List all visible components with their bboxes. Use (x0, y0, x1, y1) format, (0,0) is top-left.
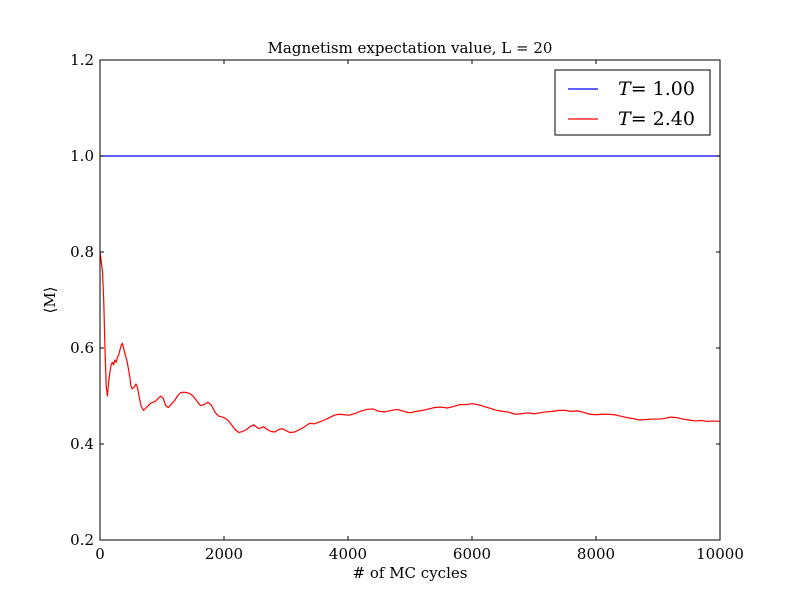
legend-value: = 2.40 (631, 108, 695, 130)
y-tick-label: 0.2 (70, 531, 94, 549)
y-tick-label: 0.6 (70, 339, 94, 357)
y-tick-label: 0.4 (70, 435, 94, 453)
series-line-t-2-40 (99, 251, 721, 434)
legend-value: = 1.00 (631, 78, 695, 100)
chart-title: Magnetism expectation value, L = 20 (268, 39, 553, 57)
legend: T= 1.00 T= 2.40 (554, 69, 711, 136)
plot-frame (99, 59, 721, 541)
x-tick-label: 10000 (696, 545, 744, 563)
tick-layer: 0 2000 4000 6000 8000 10000 0.2 0.4 0.6 0.8 1.0 1.2 (70, 51, 744, 563)
x-tick-label: 4000 (329, 545, 367, 563)
legend-label-t-1-00: T= 1.00 (618, 78, 695, 100)
legend-symbol: T (618, 108, 632, 130)
y-tick-label: 1.2 (70, 51, 94, 69)
x-tick-label: 2000 (205, 545, 243, 563)
x-tick-label: 6000 (453, 545, 491, 563)
y-tick-label: 0.8 (70, 243, 94, 261)
series-layer (99, 155, 721, 434)
x-tick-label: 0 (95, 545, 105, 563)
plot-area (100, 60, 720, 540)
legend-box (554, 69, 711, 136)
y-axis-label: ⟨M⟩ (41, 286, 59, 313)
x-tick-label: 8000 (577, 545, 615, 563)
y-tick-label: 1.0 (70, 147, 94, 165)
legend-symbol: T (618, 78, 632, 100)
x-axis-label: # of MC cycles (353, 564, 468, 582)
legend-label-t-2-40: T= 2.40 (618, 108, 695, 130)
